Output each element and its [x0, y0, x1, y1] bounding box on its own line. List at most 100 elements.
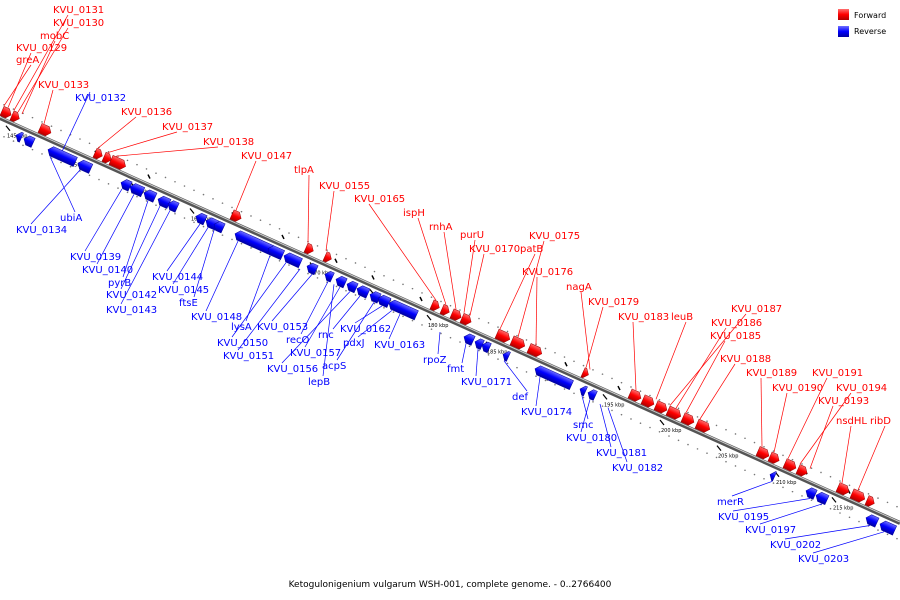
gene-label: recO — [286, 335, 310, 346]
reverse-4-gene — [120, 179, 133, 192]
forward-11-gene — [449, 308, 462, 321]
label-leader — [354, 305, 383, 324]
forward-28-gene — [849, 488, 866, 503]
gene-label: KVU_0195 — [718, 512, 769, 523]
gene-label: KVU_0170 — [469, 244, 520, 255]
label-leader — [585, 306, 604, 368]
reverse-25-gene — [481, 341, 492, 354]
legend-forward-label: Forward — [854, 11, 886, 20]
gene-label: KVU_0194 — [836, 383, 887, 394]
forward-24-gene — [767, 451, 780, 464]
genome-caption: Ketogulonigenium vulgarum WSH-001, compl… — [289, 580, 612, 590]
track-separator — [334, 258, 338, 264]
label-leader — [655, 321, 687, 400]
label-leader — [463, 239, 476, 313]
label-leader — [166, 223, 201, 272]
reverse-33-gene — [865, 514, 880, 528]
reverse-9-gene — [195, 213, 208, 226]
reverse-32-gene — [815, 492, 830, 506]
gene-label: KVU_0183 — [618, 312, 669, 323]
gene-label: merR — [717, 497, 744, 508]
gene-label: KVU_0139 — [70, 252, 121, 263]
gene-label: KVU_0189 — [746, 368, 797, 379]
label-leader — [699, 363, 736, 420]
label-leader — [107, 131, 178, 153]
forward-26-gene — [795, 464, 808, 477]
gene-label: KVU_0129 — [16, 43, 67, 54]
gene-label: lysA — [231, 322, 252, 333]
label-leader — [787, 377, 828, 459]
gene-label: greA — [16, 55, 39, 66]
label-leader — [535, 276, 538, 346]
forward-25-gene — [782, 458, 797, 472]
gene-label: KVU_0197 — [745, 525, 796, 536]
reverse-3-gene — [77, 159, 94, 174]
label-leader — [120, 210, 171, 305]
reverse-27-gene — [534, 365, 574, 391]
gene-label: KVU_0145 — [158, 285, 209, 296]
reverse-12-gene — [234, 230, 274, 256]
label-leader — [322, 284, 335, 377]
label-leader — [332, 295, 361, 330]
label-leader — [731, 481, 773, 497]
scale-tick-label: 210 kbp — [776, 480, 796, 486]
label-leader — [417, 217, 447, 305]
reverse-8-gene — [167, 200, 180, 213]
gene-label: KVU_0138 — [203, 137, 254, 148]
reverse-0-gene — [15, 132, 24, 143]
reverse-17-gene — [335, 276, 348, 289]
forward-dotted-track — [3, 104, 898, 508]
gene-label: KVU_0148 — [191, 312, 242, 323]
reverse-16-gene — [324, 271, 335, 283]
label-leader — [503, 360, 528, 392]
legend-reverse-label: Reverse — [854, 27, 886, 36]
gene-label: KVU_0133 — [38, 80, 89, 91]
reverse-18-gene — [346, 280, 359, 294]
forward-3-gene — [92, 147, 103, 160]
reverse-1-gene — [23, 135, 36, 148]
gene-label: KVU_0147 — [241, 151, 292, 162]
gene-label: KVU_0140 — [82, 265, 133, 276]
label-leader — [685, 340, 726, 413]
forward-18-gene — [640, 394, 655, 408]
label-leader — [97, 116, 137, 149]
scale-tick — [189, 208, 195, 214]
label-leader — [357, 310, 393, 338]
gene-label: purU — [460, 230, 484, 241]
gene-label: ispH — [403, 208, 425, 219]
label-leader — [773, 392, 788, 453]
label-leader — [96, 194, 135, 265]
scale-tick — [426, 314, 432, 321]
reverse-15-gene — [306, 262, 319, 276]
forward-16-gene — [580, 367, 589, 379]
label-leader — [581, 395, 589, 420]
label-leader — [7, 52, 32, 108]
label-leader — [437, 331, 441, 355]
track-separator — [564, 361, 568, 367]
label-leader — [857, 425, 886, 491]
label-leader — [300, 281, 329, 335]
forward-6-gene — [229, 209, 242, 222]
gene-label: KVU_0142 — [106, 290, 157, 301]
reverse-19-gene — [356, 285, 371, 299]
reverse-26-gene — [502, 351, 511, 362]
label-leader — [607, 407, 628, 463]
reverse-7-gene — [157, 195, 172, 209]
label-leader — [675, 327, 727, 409]
label-leader — [172, 227, 209, 285]
gene-label: KVU_0163 — [374, 340, 425, 351]
gene-label: KVU_0175 — [529, 231, 580, 242]
genome-backbone-highlight — [0, 116, 900, 523]
label-leader — [336, 302, 375, 361]
scale-tick — [602, 393, 608, 400]
gene-label: lepB — [308, 377, 330, 388]
forward-2-gene — [37, 123, 52, 137]
gene-label: KVU_0187 — [731, 304, 782, 315]
gene-label: fmt — [447, 364, 464, 375]
label-leader — [13, 14, 69, 111]
forward-9-gene — [429, 299, 440, 311]
label-leader — [469, 253, 485, 316]
gene-label: KVU_0134 — [16, 225, 67, 236]
